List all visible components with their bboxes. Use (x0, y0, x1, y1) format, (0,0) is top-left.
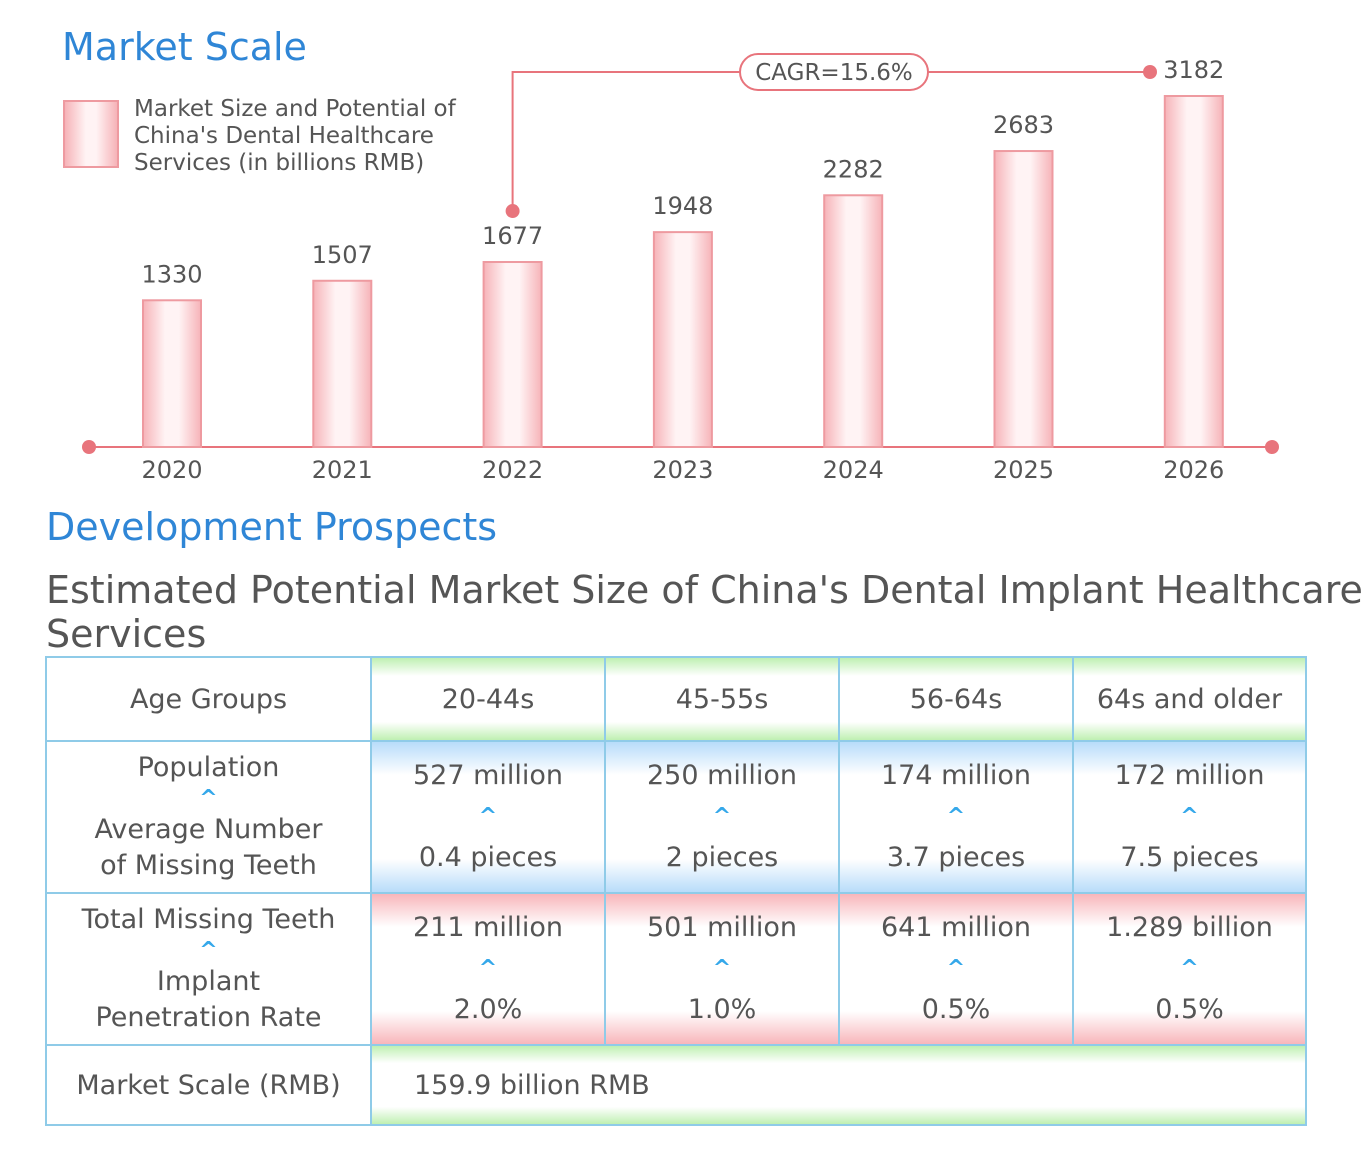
bar-2026 (1163, 95, 1224, 448)
caret-icon: ^ (946, 804, 966, 829)
age-group-cell: 45-55s (604, 656, 840, 742)
population-cell: 174 million ^ 3.7 pieces (838, 740, 1074, 894)
bar-2024 (823, 194, 884, 448)
total-missing-cell: 1.289 billion ^ 0.5% (1072, 892, 1307, 1046)
population-cell: 250 million ^ 2 pieces (604, 740, 840, 894)
total-missing-cell: 641 million ^ 0.5% (838, 892, 1074, 1046)
total-missing-label: Total Missing Teeth (81, 904, 336, 935)
population-cell: 172 million ^ 7.5 pieces (1072, 740, 1307, 894)
bar-value-label: 1677 (482, 222, 543, 250)
caret-icon: ^ (1180, 804, 1199, 829)
total-missing-value: 1.289 billion (1106, 912, 1273, 943)
caret-icon: ^ (712, 956, 732, 981)
total-missing-cell: 501 million ^ 1.0% (604, 892, 840, 1046)
cagr-connector-line (511, 71, 1150, 212)
age-group-label: 20-44s (441, 683, 535, 715)
implant-market-table: Age Groups 20-44s 45-55s 56-64s 64s and … (45, 656, 1307, 1126)
population-label: Population (137, 752, 280, 783)
age-group-cell: 20-44s (370, 656, 606, 742)
total-missing-value: 641 million (880, 912, 1032, 943)
population-value: 527 million (412, 760, 564, 791)
population-cell: 527 million ^ 0.4 pieces (370, 740, 606, 894)
x-tick-label: 2023 (652, 456, 713, 484)
total-missing-value: 501 million (646, 912, 798, 943)
x-tick-label: 2022 (482, 456, 543, 484)
age-group-label: 45-55s (675, 683, 769, 715)
legend-label: Market Size and Potential of China's Den… (134, 96, 456, 176)
penetration-value: 1.0% (687, 994, 757, 1025)
bar-value-label: 3182 (1163, 56, 1224, 84)
total-missing-row-header: Total Missing Teeth ^ Implant Penetratio… (45, 892, 372, 1046)
avg-missing-label-line2: of Missing Teeth (100, 850, 317, 881)
bar-2020 (142, 299, 202, 448)
caret-icon: ^ (478, 956, 498, 981)
total-missing-cell: 211 million ^ 2.0% (370, 892, 606, 1046)
penetration-value: 2.0% (453, 994, 523, 1025)
bar-2023 (652, 231, 713, 448)
age-groups-header-label: Age Groups (129, 683, 288, 715)
penetration-label-line1: Implant (156, 966, 261, 997)
market-scale-label: Market Scale (RMB) (76, 1069, 341, 1101)
bar-2021 (312, 279, 373, 448)
population-value: 174 million (880, 760, 1032, 791)
bar-value-label: 2683 (993, 111, 1054, 139)
caret-icon: ^ (1180, 956, 1199, 981)
age-group-label: 56-64s (909, 683, 1003, 715)
penetration-value: 0.5% (1155, 994, 1224, 1025)
bar-value-label: 1330 (141, 260, 202, 288)
table-row: Total Missing Teeth ^ Implant Penetratio… (45, 892, 1307, 1046)
penetration-label-line2: Penetration Rate (95, 1002, 322, 1033)
x-tick-label: 2026 (1163, 456, 1224, 484)
x-tick-label: 2024 (823, 456, 884, 484)
market-size-bar-chart: 1330 2020 1507 2021 1677 2022 1948 2023 2282 2024… (82, 53, 1279, 484)
cagr-badge (739, 53, 929, 91)
table-title: Estimated Potential Market Size of China… (46, 568, 1363, 656)
penetration-value: 0.5% (921, 994, 991, 1025)
population-value: 250 million (646, 760, 798, 791)
legend-swatch (63, 100, 119, 168)
population-value: 172 million (1114, 760, 1265, 791)
caret-icon: ^ (199, 786, 218, 811)
age-groups-header: Age Groups (45, 656, 372, 742)
cagr-label: CAGR=15.6% (755, 60, 913, 86)
x-tick-label: 2025 (993, 456, 1054, 484)
cagr-end-dot (1143, 65, 1157, 79)
development-prospects-title: Development Prospects (46, 505, 498, 549)
caret-icon: ^ (478, 804, 498, 829)
age-group-cell: 56-64s (838, 656, 1074, 742)
bar-value-label: 2282 (823, 155, 884, 183)
avg-missing-value: 3.7 pieces (886, 842, 1026, 873)
x-tick-label: 2020 (141, 456, 202, 484)
bar-value-label: 1507 (312, 241, 373, 269)
caret-icon: ^ (712, 804, 732, 829)
total-missing-value: 211 million (412, 912, 564, 943)
avg-missing-value: 0.4 pieces (418, 842, 558, 873)
avg-missing-value: 2 pieces (665, 842, 779, 873)
table-row: Market Scale (RMB) 159.9 billion RMB (45, 1044, 1307, 1126)
avg-missing-value: 7.5 pieces (1120, 842, 1259, 873)
bar-2025 (993, 150, 1054, 449)
cagr-start-dot (505, 204, 520, 219)
table-row: Age Groups 20-44s 45-55s 56-64s 64s and … (45, 656, 1307, 742)
market-scale-title: Market Scale (62, 25, 307, 69)
age-group-label: 64s and older (1096, 683, 1283, 715)
bar-2022 (482, 261, 543, 448)
x-axis-end-dot (1265, 440, 1279, 454)
x-axis-start-dot (82, 440, 96, 454)
market-scale-cell: 159.9 billion RMB (370, 1044, 1307, 1126)
table-row: Population ^ Average Number of Missing T… (45, 740, 1307, 894)
bar-value-label: 1948 (652, 192, 713, 220)
market-scale-value: 159.9 billion RMB (414, 1069, 650, 1101)
market-scale-row-header: Market Scale (RMB) (45, 1044, 372, 1126)
caret-icon: ^ (946, 956, 966, 981)
population-row-header: Population ^ Average Number of Missing T… (45, 740, 372, 894)
caret-icon: ^ (199, 938, 218, 963)
x-tick-label: 2021 (312, 456, 373, 484)
age-group-cell: 64s and older (1072, 656, 1307, 742)
avg-missing-label-line1: Average Number (94, 814, 323, 845)
